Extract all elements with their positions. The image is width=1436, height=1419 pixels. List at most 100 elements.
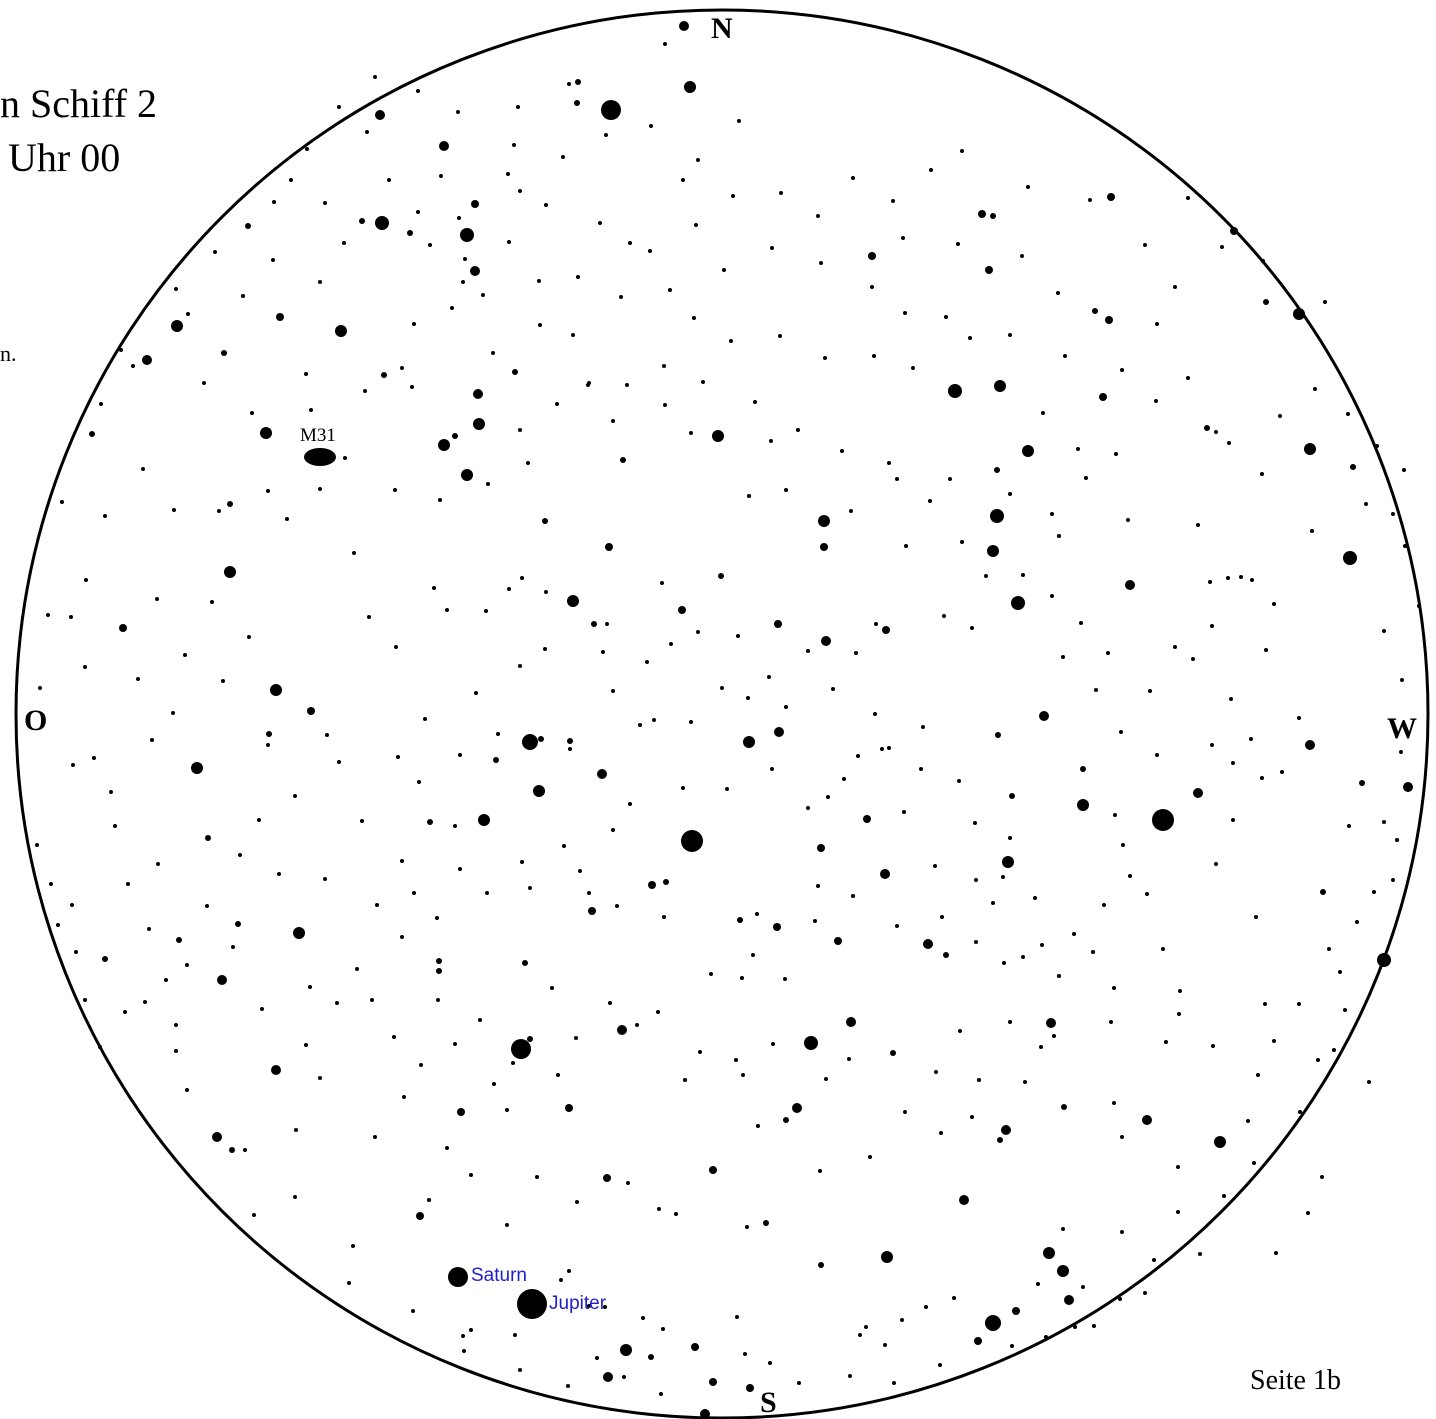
faint-star: [99, 402, 103, 406]
faint-star: [1052, 1034, 1056, 1038]
bright-star: [271, 1065, 281, 1075]
m31-galaxy-marker: [304, 448, 336, 466]
faint-star: [587, 381, 591, 385]
faint-star: [1020, 254, 1024, 258]
faint-star: [1367, 1080, 1371, 1084]
faint-star: [1008, 1020, 1012, 1024]
faint-star: [659, 1392, 663, 1396]
bright-star: [439, 141, 449, 151]
bright-star: [1142, 1115, 1152, 1125]
faint-star: [70, 903, 74, 907]
faint-star: [901, 236, 905, 240]
faint-star: [891, 199, 895, 203]
faint-star: [663, 879, 669, 885]
faint-star: [778, 334, 782, 338]
bright-star: [882, 626, 890, 634]
faint-star: [753, 400, 757, 404]
faint-star: [304, 372, 308, 376]
faint-star: [84, 578, 88, 582]
bright-star: [820, 543, 828, 551]
faint-star: [771, 1042, 775, 1046]
faint-star: [657, 1207, 661, 1211]
faint-star: [1264, 648, 1268, 652]
faint-star: [156, 862, 160, 866]
faint-star: [1417, 604, 1421, 608]
faint-star: [1120, 1230, 1124, 1234]
faint-star: [1061, 1104, 1067, 1110]
faint-star: [566, 1384, 570, 1388]
bright-star: [681, 830, 703, 852]
bright-star: [648, 881, 656, 889]
bright-star: [522, 734, 538, 750]
faint-star: [880, 747, 884, 751]
faint-star: [818, 1262, 824, 1268]
faint-star: [870, 285, 874, 289]
faint-star: [620, 457, 626, 463]
bright-star: [709, 1378, 717, 1386]
faint-star: [1332, 1048, 1336, 1052]
faint-star: [960, 149, 964, 153]
faint-star: [1143, 243, 1147, 247]
faint-star: [1220, 245, 1224, 249]
faint-star: [561, 155, 565, 159]
faint-star: [1040, 943, 1044, 947]
faint-star: [683, 1078, 687, 1082]
bright-star: [375, 110, 385, 120]
faint-star: [227, 501, 233, 507]
faint-star: [1214, 862, 1218, 866]
faint-star: [484, 609, 488, 613]
bright-star: [142, 355, 152, 365]
bright-star: [774, 620, 782, 628]
faint-star: [628, 802, 632, 806]
faint-star: [868, 1155, 872, 1159]
faint-star: [474, 691, 478, 695]
faint-star: [309, 408, 313, 412]
faint-star: [164, 978, 168, 982]
faint-star: [770, 767, 774, 771]
bright-star: [1099, 393, 1107, 401]
faint-star: [109, 790, 113, 794]
faint-star: [718, 573, 724, 579]
faint-star: [696, 630, 700, 634]
faint-star: [221, 350, 227, 356]
faint-star: [1036, 1282, 1040, 1286]
faint-star: [527, 1036, 533, 1042]
faint-star: [1186, 376, 1190, 380]
horizon-circle: [14, 8, 1430, 1419]
faint-star: [445, 608, 449, 612]
faint-star: [505, 1223, 509, 1227]
faint-star: [526, 461, 530, 465]
faint-star: [763, 1220, 769, 1226]
faint-star: [769, 439, 773, 443]
bright-star: [276, 313, 284, 321]
faint-star: [419, 1063, 423, 1067]
faint-star: [848, 1374, 852, 1378]
bright-star: [212, 1132, 222, 1142]
faint-star: [689, 720, 693, 724]
faint-star: [1109, 1020, 1113, 1024]
faint-star: [1313, 387, 1317, 391]
bright-star: [881, 1251, 893, 1263]
faint-star: [668, 288, 672, 292]
faint-star: [747, 494, 751, 498]
faint-star: [755, 912, 759, 916]
faint-star: [469, 1173, 473, 1177]
faint-star: [662, 915, 666, 919]
faint-star: [746, 696, 750, 700]
faint-star: [1023, 1080, 1027, 1084]
faint-star: [1008, 836, 1012, 840]
bright-star: [834, 937, 842, 945]
faint-star: [478, 1018, 482, 1022]
faint-star: [890, 1050, 896, 1056]
faint-star: [1079, 621, 1083, 625]
faint-star: [543, 647, 547, 651]
faint-star: [934, 1070, 938, 1074]
faint-star: [567, 1269, 571, 1273]
faint-star: [396, 755, 400, 759]
faint-star: [512, 143, 516, 147]
bright-star: [863, 815, 871, 823]
faint-star: [938, 1363, 942, 1367]
bright-star: [1001, 1125, 1011, 1135]
faint-star: [213, 250, 217, 254]
faint-star: [1061, 1227, 1065, 1231]
